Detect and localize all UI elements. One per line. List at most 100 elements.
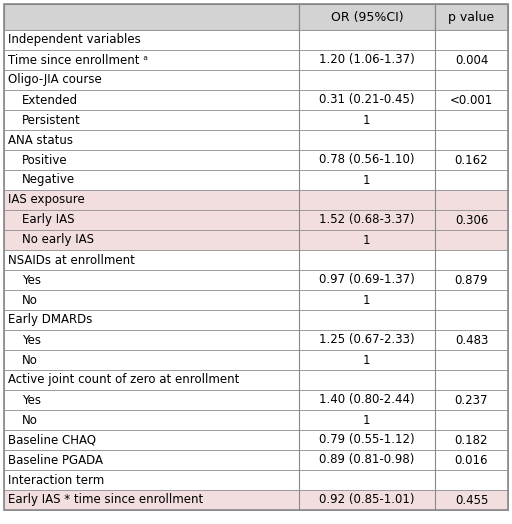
Bar xyxy=(299,70,435,90)
Text: Early IAS: Early IAS xyxy=(22,213,75,226)
Text: Baseline CHAQ: Baseline CHAQ xyxy=(8,433,96,446)
Text: 1: 1 xyxy=(363,293,371,307)
Text: Positive: Positive xyxy=(22,154,68,167)
Bar xyxy=(435,270,508,290)
Text: NSAIDs at enrollment: NSAIDs at enrollment xyxy=(8,254,135,267)
Bar xyxy=(299,450,435,470)
Bar xyxy=(4,490,299,510)
Bar xyxy=(299,470,435,490)
Bar xyxy=(4,330,299,350)
Bar xyxy=(299,90,435,110)
Bar xyxy=(4,50,299,70)
Text: Time since enrollment ᵃ: Time since enrollment ᵃ xyxy=(8,53,148,67)
Text: 0.97 (0.69-1.37): 0.97 (0.69-1.37) xyxy=(319,274,415,287)
Text: Yes: Yes xyxy=(22,394,41,407)
Text: p value: p value xyxy=(449,10,495,24)
Text: 0.79 (0.55-1.12): 0.79 (0.55-1.12) xyxy=(319,433,415,446)
Text: IAS exposure: IAS exposure xyxy=(8,193,85,206)
Bar xyxy=(4,170,299,190)
Bar xyxy=(435,210,508,230)
Bar xyxy=(435,430,508,450)
Bar xyxy=(299,130,435,150)
Bar xyxy=(435,390,508,410)
Text: Active joint count of zero at enrollment: Active joint count of zero at enrollment xyxy=(8,374,240,387)
Bar xyxy=(4,270,299,290)
Bar xyxy=(4,70,299,90)
Text: Extended: Extended xyxy=(22,93,78,106)
Bar xyxy=(4,190,299,210)
Text: 0.78 (0.56-1.10): 0.78 (0.56-1.10) xyxy=(319,154,415,167)
Text: 1: 1 xyxy=(363,354,371,366)
Bar xyxy=(4,310,299,330)
Bar xyxy=(435,470,508,490)
Bar xyxy=(435,130,508,150)
Text: 1: 1 xyxy=(363,114,371,126)
Bar xyxy=(299,350,435,370)
Bar xyxy=(4,150,299,170)
Text: No: No xyxy=(22,354,38,366)
Bar xyxy=(435,410,508,430)
Bar xyxy=(299,50,435,70)
Bar xyxy=(435,110,508,130)
Bar xyxy=(435,350,508,370)
Bar xyxy=(299,330,435,350)
Bar xyxy=(435,50,508,70)
Bar xyxy=(435,250,508,270)
Text: 1.20 (1.06-1.37): 1.20 (1.06-1.37) xyxy=(319,53,415,67)
Bar xyxy=(299,410,435,430)
Bar xyxy=(4,4,299,30)
Text: 1: 1 xyxy=(363,234,371,246)
Bar xyxy=(435,170,508,190)
Bar xyxy=(435,490,508,510)
Text: Yes: Yes xyxy=(22,333,41,346)
Bar xyxy=(4,470,299,490)
Bar xyxy=(4,410,299,430)
Bar xyxy=(4,250,299,270)
Bar xyxy=(435,30,508,50)
Text: 0.92 (0.85-1.01): 0.92 (0.85-1.01) xyxy=(319,494,415,507)
Bar xyxy=(435,150,508,170)
Bar xyxy=(299,170,435,190)
Text: Early IAS * time since enrollment: Early IAS * time since enrollment xyxy=(8,494,203,507)
Bar xyxy=(299,110,435,130)
Text: 1.52 (0.68-3.37): 1.52 (0.68-3.37) xyxy=(319,213,415,226)
Text: 1.25 (0.67-2.33): 1.25 (0.67-2.33) xyxy=(319,333,415,346)
Bar xyxy=(4,30,299,50)
Bar xyxy=(299,270,435,290)
Text: 1: 1 xyxy=(363,413,371,427)
Text: Yes: Yes xyxy=(22,274,41,287)
Text: 0.483: 0.483 xyxy=(455,333,488,346)
Text: Persistent: Persistent xyxy=(22,114,81,126)
Bar xyxy=(299,150,435,170)
Text: 0.455: 0.455 xyxy=(455,494,488,507)
Bar xyxy=(299,30,435,50)
Text: <0.001: <0.001 xyxy=(450,93,493,106)
Bar xyxy=(299,430,435,450)
Bar xyxy=(435,330,508,350)
Text: 0.016: 0.016 xyxy=(455,453,488,466)
Bar xyxy=(299,210,435,230)
Text: 1.40 (0.80-2.44): 1.40 (0.80-2.44) xyxy=(319,394,415,407)
Text: No: No xyxy=(22,293,38,307)
Bar xyxy=(4,290,299,310)
Text: Oligo-JIA course: Oligo-JIA course xyxy=(8,73,102,86)
Text: 0.182: 0.182 xyxy=(455,433,488,446)
Bar xyxy=(4,90,299,110)
Bar xyxy=(4,230,299,250)
Text: 0.31 (0.21-0.45): 0.31 (0.21-0.45) xyxy=(319,93,415,106)
Bar xyxy=(4,210,299,230)
Bar xyxy=(4,130,299,150)
Text: No early IAS: No early IAS xyxy=(22,234,94,246)
Text: 0.306: 0.306 xyxy=(455,213,488,226)
Text: 0.004: 0.004 xyxy=(455,53,488,67)
Text: ANA status: ANA status xyxy=(8,134,73,147)
Text: Interaction term: Interaction term xyxy=(8,474,104,486)
Bar xyxy=(4,430,299,450)
Bar xyxy=(299,230,435,250)
Bar xyxy=(4,390,299,410)
Bar xyxy=(435,450,508,470)
Bar xyxy=(299,190,435,210)
Bar xyxy=(4,350,299,370)
Bar xyxy=(435,290,508,310)
Text: Early DMARDs: Early DMARDs xyxy=(8,313,92,326)
